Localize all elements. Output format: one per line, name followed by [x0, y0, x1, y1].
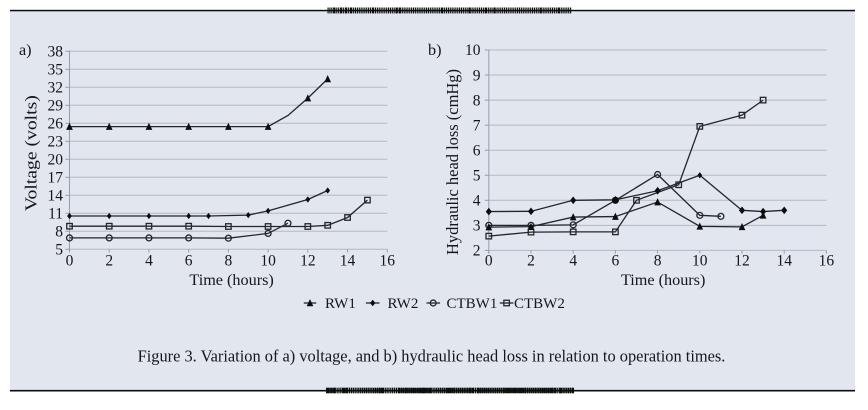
svg-text:0: 0 — [485, 253, 493, 270]
svg-text:0: 0 — [66, 253, 74, 270]
svg-text:8: 8 — [55, 224, 63, 241]
svg-text:14: 14 — [48, 188, 64, 205]
svg-text:26: 26 — [48, 116, 64, 133]
svg-text:RW1: RW1 — [325, 296, 356, 312]
svg-text:20: 20 — [48, 152, 64, 169]
svg-text:35: 35 — [48, 62, 64, 79]
svg-text:6: 6 — [612, 253, 620, 270]
svg-text:2: 2 — [527, 253, 535, 270]
svg-text:CTBW2: CTBW2 — [514, 296, 565, 312]
svg-text:4: 4 — [473, 193, 481, 210]
svg-text:b): b) — [428, 41, 441, 59]
svg-text:16: 16 — [380, 253, 396, 270]
svg-text:2: 2 — [105, 253, 113, 270]
svg-text:10: 10 — [260, 253, 276, 270]
svg-text:Figure 3. Variation of a) volt: Figure 3. Variation of a) voltage, and b… — [138, 347, 726, 366]
svg-text:6: 6 — [473, 142, 481, 159]
svg-text:8: 8 — [473, 92, 481, 109]
svg-text:12: 12 — [300, 253, 316, 270]
svg-text:RW2: RW2 — [388, 296, 419, 312]
svg-text:6: 6 — [185, 253, 193, 270]
svg-text:8: 8 — [654, 253, 662, 270]
svg-text:16: 16 — [819, 253, 835, 270]
svg-text:10: 10 — [465, 42, 481, 59]
svg-text:23: 23 — [48, 134, 64, 151]
svg-text:Voltage (volts): Voltage (volts) — [22, 95, 41, 211]
svg-text:14: 14 — [776, 253, 792, 270]
svg-text:4: 4 — [145, 253, 153, 270]
svg-text:a): a) — [19, 41, 32, 59]
svg-text:11: 11 — [48, 206, 63, 223]
svg-text:Hydraulic head loss (cmHg): Hydraulic head loss (cmHg) — [443, 69, 462, 255]
svg-text:10: 10 — [692, 253, 708, 270]
svg-text:3: 3 — [473, 218, 481, 235]
svg-text:32: 32 — [48, 80, 64, 97]
svg-text:17: 17 — [48, 170, 64, 187]
svg-text:9: 9 — [473, 67, 481, 84]
svg-text:5: 5 — [473, 167, 481, 184]
svg-text:29: 29 — [48, 98, 64, 115]
svg-text:4: 4 — [569, 253, 577, 270]
svg-text:38: 38 — [48, 44, 64, 61]
svg-text:8: 8 — [225, 253, 233, 270]
svg-text:5: 5 — [55, 242, 63, 259]
svg-text:7: 7 — [473, 117, 481, 134]
svg-text:14: 14 — [340, 253, 356, 270]
svg-text:Time (hours): Time (hours) — [189, 271, 273, 289]
svg-text:2: 2 — [473, 243, 481, 260]
svg-text:CTBW1: CTBW1 — [447, 296, 498, 312]
svg-text:12: 12 — [734, 253, 750, 270]
svg-text:Time (hours): Time (hours) — [621, 271, 705, 289]
